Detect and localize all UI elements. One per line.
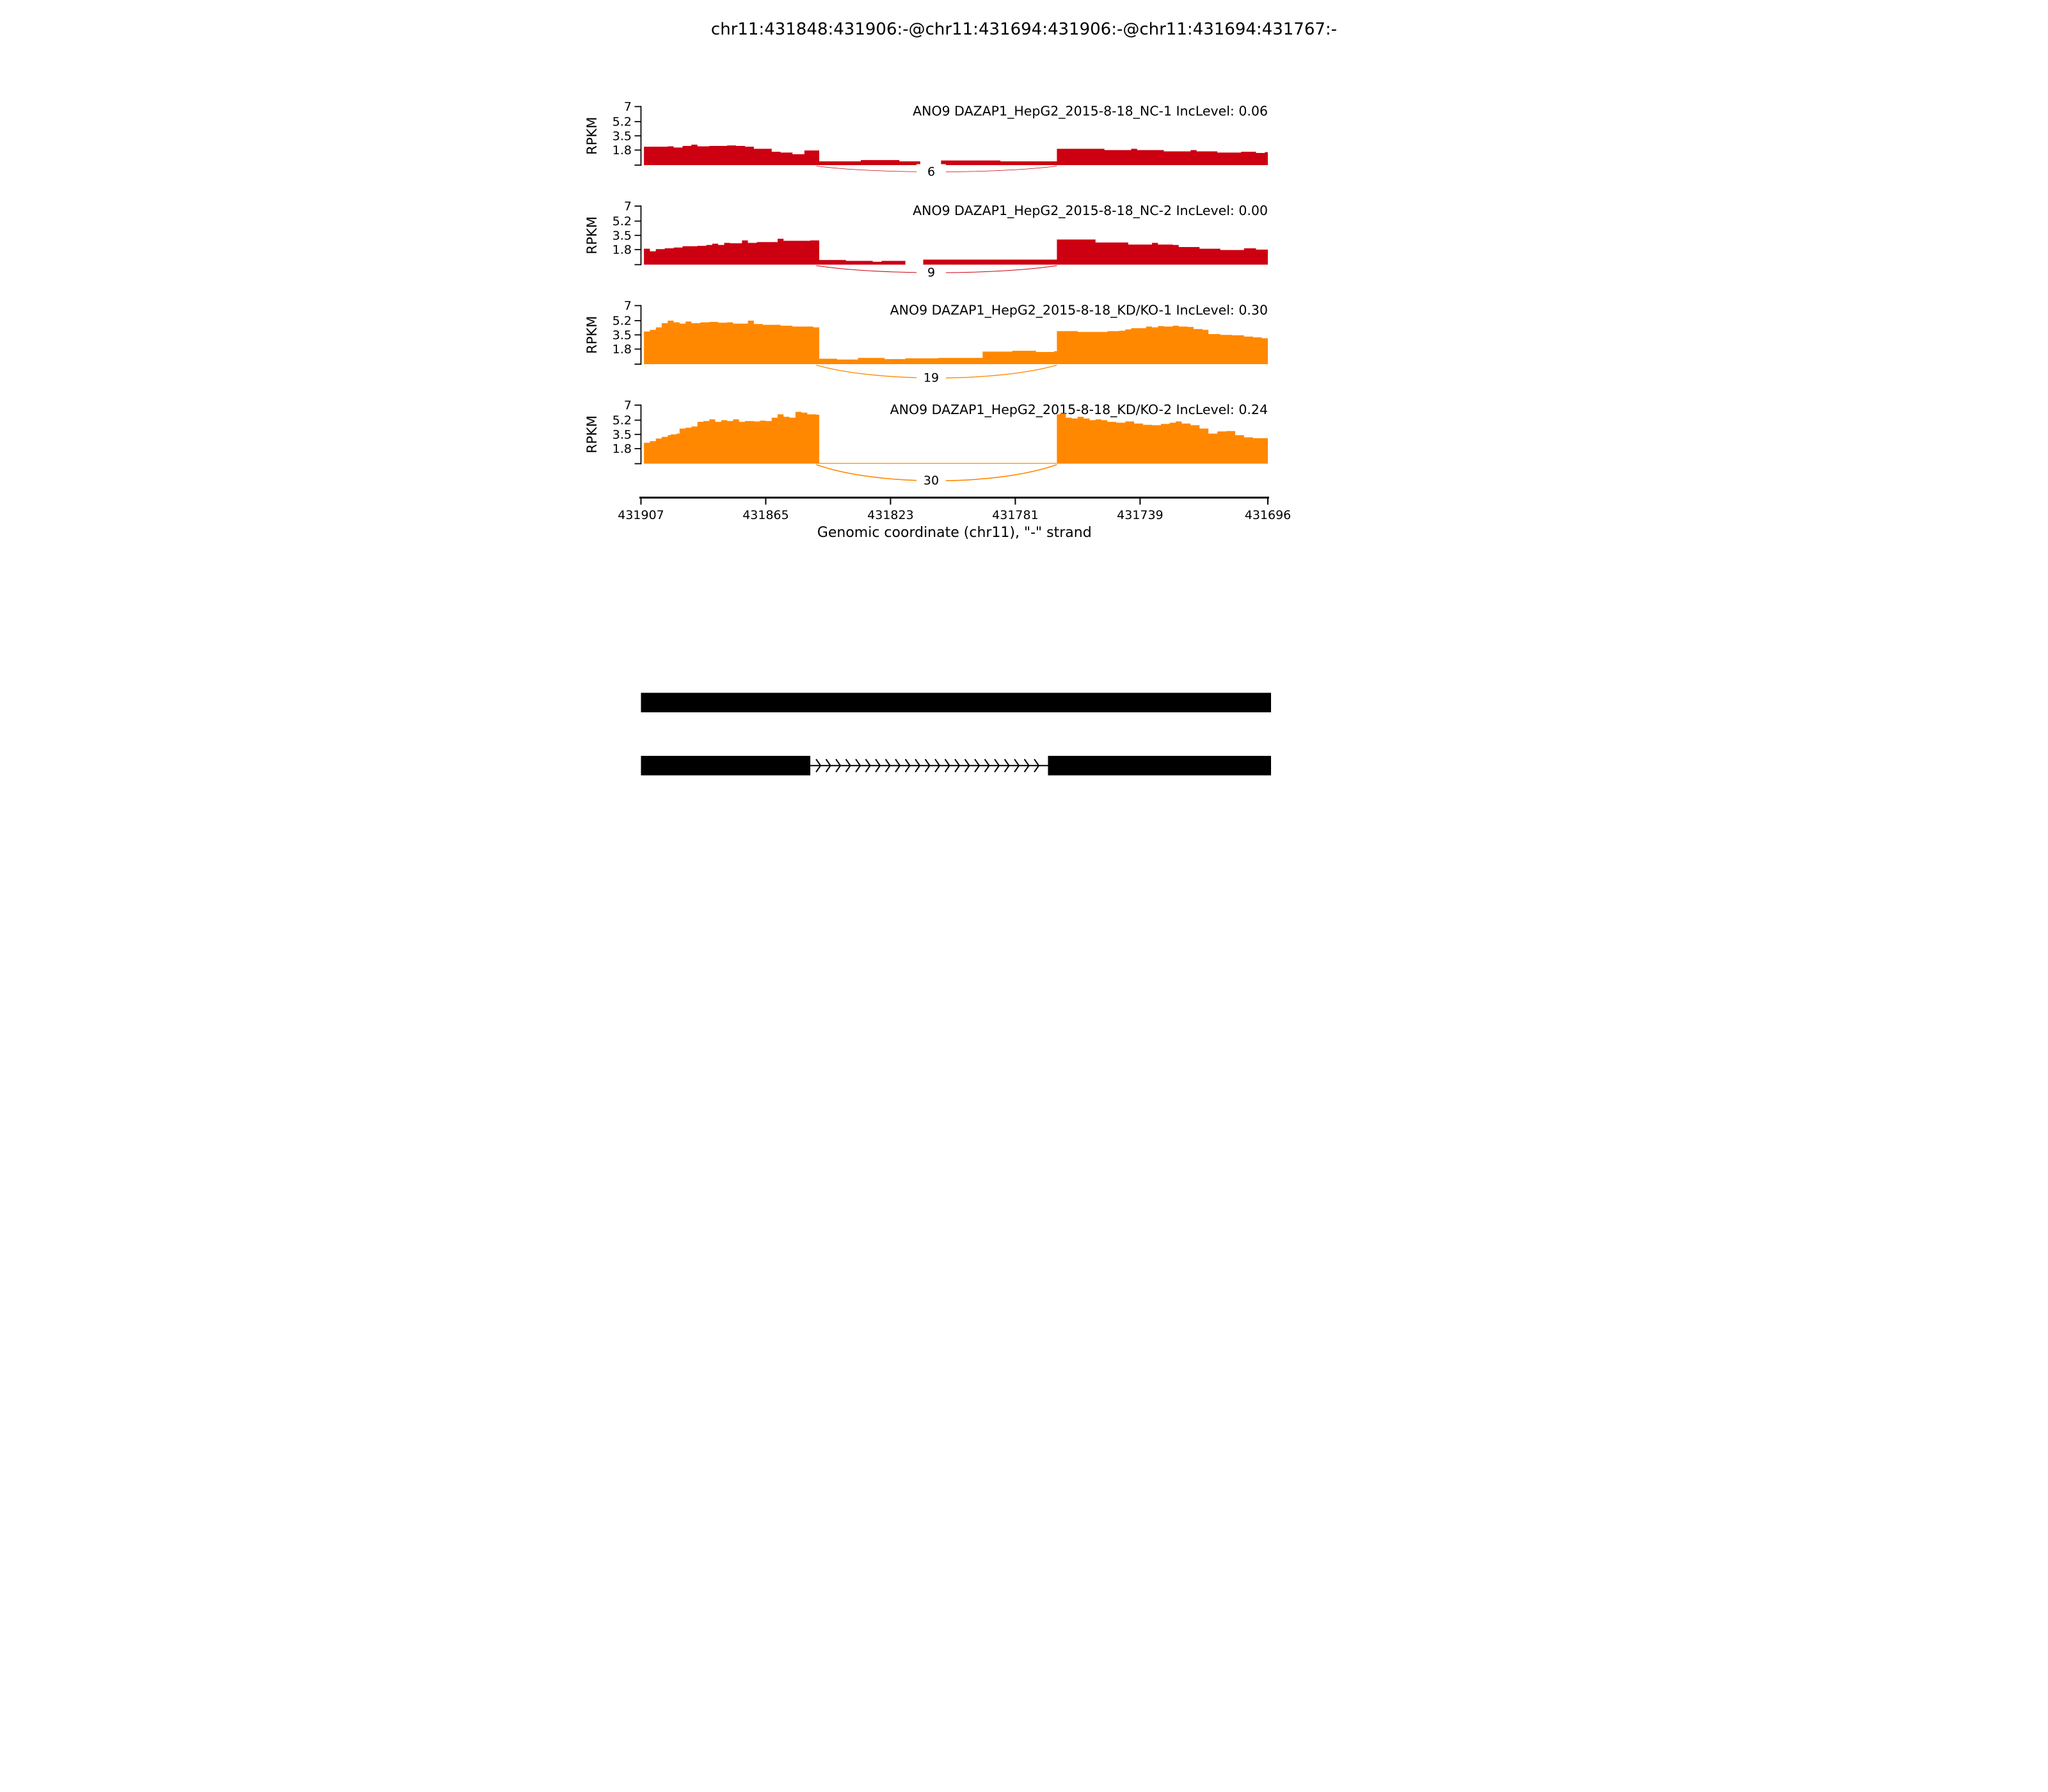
junction-count: 30 xyxy=(924,474,939,488)
strand-arrow-icon xyxy=(815,758,822,772)
strand-arrow-icon xyxy=(924,758,931,772)
coverage-area xyxy=(644,412,1268,464)
strand-arrow-icon xyxy=(964,758,970,772)
x-axis-title: Genomic coordinate (chr11), "-" strand xyxy=(817,525,1092,541)
track-kd-ko-1: 75.23.51.8 RPKM ANO9 DAZAP1_HepG2_2015-8-1… xyxy=(584,299,1268,385)
x-tick-label: 431823 xyxy=(867,508,914,522)
y-tick-label: 3.5 xyxy=(612,428,632,442)
y-tick-label: 3.5 xyxy=(612,328,632,342)
y-axis-title: RPKM xyxy=(584,316,600,354)
coverage-area xyxy=(644,144,1268,165)
y-tick-label: 7 xyxy=(624,200,632,214)
strand-arrow-icon xyxy=(1004,758,1010,772)
strand-arrow-icon xyxy=(865,758,871,772)
track-kd-ko-2: 75.23.51.8 RPKM ANO9 DAZAP1_HepG2_2015-8-1… xyxy=(584,399,1268,488)
y-tick-label: 1.8 xyxy=(612,442,632,456)
strand-arrow-icon xyxy=(884,758,891,772)
strand-arrow-icon xyxy=(915,758,921,772)
junction-count-bg xyxy=(916,370,946,385)
strand-arrow-icon xyxy=(994,758,1000,772)
y-axis-title: RPKM xyxy=(584,415,600,453)
y-axis-title: RPKM xyxy=(584,216,600,254)
y-tick-label: 7 xyxy=(624,299,632,313)
strand-arrow-icon xyxy=(954,758,961,772)
y-axis-title: RPKM xyxy=(584,117,600,155)
isoform-structures xyxy=(641,692,1271,776)
y-tick-label: 7 xyxy=(624,100,632,114)
figure-title: chr11:431848:431906:-@chr11:431694:43190… xyxy=(711,20,1337,39)
exon-box xyxy=(641,756,811,776)
sashimi-plot-canvas: chr11:431848:431906:-@chr11:431694:43190… xyxy=(512,0,1536,896)
strand-arrow-icon xyxy=(904,758,911,772)
y-tick-label: 3.5 xyxy=(612,129,632,143)
strand-arrow-icon xyxy=(875,758,881,772)
strand-arrow-icon xyxy=(934,758,941,772)
track-title: ANO9 DAZAP1_HepG2_2015-8-18_KD/KO-2 IncL… xyxy=(890,402,1268,418)
y-tick-label: 5.2 xyxy=(612,413,632,428)
strand-arrow-icon xyxy=(835,758,842,772)
junction-count-bg xyxy=(916,473,946,488)
x-tick-label: 431781 xyxy=(992,508,1039,522)
x-tick-label: 431696 xyxy=(1245,508,1292,522)
strand-arrow-icon xyxy=(974,758,980,772)
junction-count: 6 xyxy=(927,165,935,179)
strand-arrow-icon xyxy=(845,758,851,772)
strand-arrow-icon xyxy=(1023,758,1030,772)
y-tick-label: 1.8 xyxy=(612,143,632,157)
skipping-isoform xyxy=(641,756,1271,776)
strand-arrow-icon xyxy=(855,758,861,772)
junction-count-bg xyxy=(916,265,946,280)
y-tick-label: 1.8 xyxy=(612,243,632,257)
y-tick-label: 1.8 xyxy=(612,342,632,356)
inclusion-isoform xyxy=(641,692,1271,712)
strand-arrow-icon xyxy=(1034,758,1040,772)
track-title: ANO9 DAZAP1_HepG2_2015-8-18_NC-1 IncLeve… xyxy=(913,104,1268,120)
junction-count: 19 xyxy=(924,371,939,385)
strand-arrow-icon xyxy=(984,758,990,772)
strand-arrow-icon xyxy=(1014,758,1020,772)
sashimi-figure: chr11:431848:431906:-@chr11:431694:43190… xyxy=(512,0,1536,896)
x-tick-label: 431739 xyxy=(1117,508,1164,522)
exon-box xyxy=(641,692,1271,712)
track-title: ANO9 DAZAP1_HepG2_2015-8-18_KD/KO-1 IncL… xyxy=(890,303,1268,319)
exon-box xyxy=(1048,756,1271,776)
strand-arrow-icon xyxy=(944,758,950,772)
x-axis: 431907 431865 431823 431781 431739 431696 Geno… xyxy=(618,497,1292,541)
x-tick-label: 431907 xyxy=(618,508,664,522)
coverage-area xyxy=(644,321,1268,364)
strand-arrow-icon xyxy=(895,758,901,772)
track-title: ANO9 DAZAP1_HepG2_2015-8-18_NC-2 IncLeve… xyxy=(913,203,1268,219)
y-tick-label: 3.5 xyxy=(612,228,632,243)
x-tick-label: 431865 xyxy=(742,508,789,522)
junction-count-bg xyxy=(916,164,946,179)
y-tick-label: 5.2 xyxy=(612,314,632,328)
junction-count: 9 xyxy=(927,266,935,280)
y-tick-label: 5.2 xyxy=(612,214,632,228)
strand-arrow-icon xyxy=(825,758,831,772)
track-nc-1: 75.23.51.8 RPKM ANO9 DAZAP1_HepG2_2015-8-1… xyxy=(584,100,1268,179)
track-nc-2: 75.23.51.8 RPKM ANO9 DAZAP1_HepG2_2015-8-1… xyxy=(584,200,1268,280)
y-tick-label: 7 xyxy=(624,399,632,413)
y-tick-label: 5.2 xyxy=(612,115,632,129)
coverage-area xyxy=(644,239,1268,265)
